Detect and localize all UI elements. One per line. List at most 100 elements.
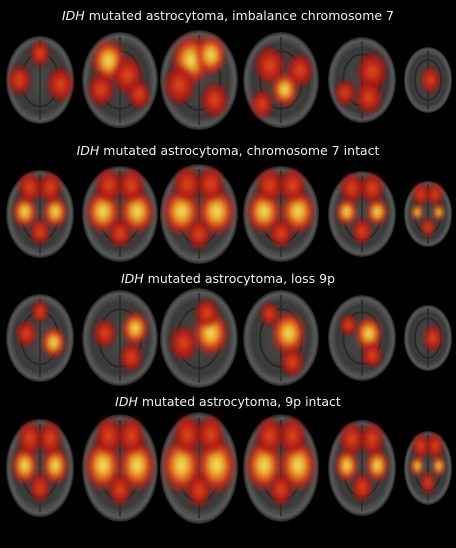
heatmap	[422, 323, 444, 353]
brain-slice	[160, 164, 238, 264]
heatmap	[249, 44, 315, 120]
brain-slice	[160, 30, 238, 130]
heat-blob	[86, 71, 116, 109]
heat-blob	[118, 341, 144, 374]
brain-slice	[82, 290, 158, 386]
title-text: mutated astrocytoma, loss 9p	[147, 271, 336, 286]
title-italic: IDH	[76, 143, 100, 158]
heat-blob	[116, 166, 147, 204]
heatmap	[160, 412, 238, 509]
heat-blob	[419, 65, 441, 95]
heatmap	[6, 39, 76, 104]
heatmap	[161, 164, 237, 251]
heat-blob	[410, 455, 425, 478]
panel-title: IDH mutated astrocytoma, chromosome 7 int…	[0, 143, 456, 159]
heatmap	[10, 419, 70, 504]
brain-slice	[243, 166, 319, 262]
heat-blob	[270, 71, 300, 109]
heat-blob	[254, 166, 285, 204]
heatmap	[333, 50, 390, 117]
brain-slice	[160, 412, 238, 524]
heatmap	[410, 181, 446, 239]
heat-blob	[431, 455, 446, 478]
heat-blob	[277, 415, 308, 457]
heatmap	[162, 32, 230, 120]
heat-blob	[339, 313, 358, 337]
panel-title: IDH mutated astrocytoma, imbalance chromo…	[0, 8, 456, 24]
title-text: mutated astrocytoma, 9p intact	[141, 394, 341, 409]
heat-blob	[16, 419, 43, 458]
heat-blob	[116, 415, 147, 457]
heat-blob	[425, 431, 445, 461]
heat-blob	[254, 415, 285, 457]
heat-blob	[195, 412, 226, 456]
heat-blob	[172, 412, 203, 456]
heat-blob	[172, 164, 203, 204]
heatmap	[92, 309, 150, 374]
panel-title: IDH mutated astrocytoma, 9p intact	[0, 394, 456, 410]
heatmap	[244, 415, 318, 508]
brain-slice	[82, 32, 158, 128]
heat-blob	[195, 164, 226, 204]
heat-blob	[277, 166, 308, 204]
heatmap	[84, 166, 156, 250]
brain-slice	[6, 36, 76, 124]
brain-slice	[404, 305, 452, 371]
title-italic: IDH	[62, 8, 85, 23]
heat-blob	[350, 471, 374, 504]
panel-title: IDH mutated astrocytoma, loss 9p	[0, 271, 456, 287]
heatmap	[15, 299, 67, 360]
heat-blob	[15, 319, 38, 349]
heat-blob	[28, 471, 52, 504]
heat-blob	[107, 471, 133, 508]
heat-blob	[249, 88, 275, 120]
brain-slice	[328, 419, 396, 517]
heat-blob	[107, 217, 133, 250]
heat-blob	[40, 325, 67, 360]
heat-blob	[350, 217, 374, 246]
heat-blob	[162, 63, 197, 107]
heatmap	[11, 170, 69, 247]
brain-slice	[328, 171, 396, 257]
heatmap	[83, 415, 157, 508]
brain-slice	[243, 32, 319, 128]
heat-blob	[37, 419, 64, 458]
heat-blob	[193, 296, 220, 330]
heat-blob	[186, 471, 212, 509]
heat-blob	[411, 431, 431, 461]
heat-blob	[199, 80, 230, 120]
heat-blob	[28, 217, 52, 247]
heat-blob	[168, 323, 199, 363]
heat-blob	[37, 170, 64, 205]
brain-slice	[6, 418, 74, 518]
heat-blob	[259, 300, 281, 328]
heatmap	[245, 166, 317, 250]
heat-blob	[359, 420, 386, 458]
heat-blob	[93, 415, 124, 457]
heat-blob	[360, 341, 384, 370]
heat-blob	[193, 33, 228, 77]
brain-slice	[328, 295, 396, 381]
heat-blob	[30, 299, 50, 324]
heat-blob	[268, 217, 294, 250]
brain-slice	[160, 288, 238, 388]
title-text: mutated astrocytoma, imbalance chromosom…	[88, 8, 394, 23]
heatmap	[334, 171, 390, 246]
heat-blob	[92, 317, 118, 350]
title-text: mutated astrocytoma, chromosome 7 intact	[103, 143, 380, 158]
heat-blob	[45, 65, 76, 104]
brain-slice	[82, 166, 158, 262]
brain-slice	[6, 294, 74, 382]
heat-blob	[338, 171, 365, 205]
heat-blob	[16, 170, 43, 205]
heat-blob	[410, 203, 424, 222]
heatmap	[259, 300, 308, 378]
heat-blob	[93, 166, 124, 204]
heat-blob	[120, 309, 150, 347]
heat-blob	[186, 217, 212, 251]
heat-blob	[420, 216, 436, 239]
heat-blob	[420, 470, 436, 495]
brain-slice	[243, 414, 319, 522]
brain-slice	[82, 414, 158, 522]
heat-blob	[126, 78, 152, 111]
